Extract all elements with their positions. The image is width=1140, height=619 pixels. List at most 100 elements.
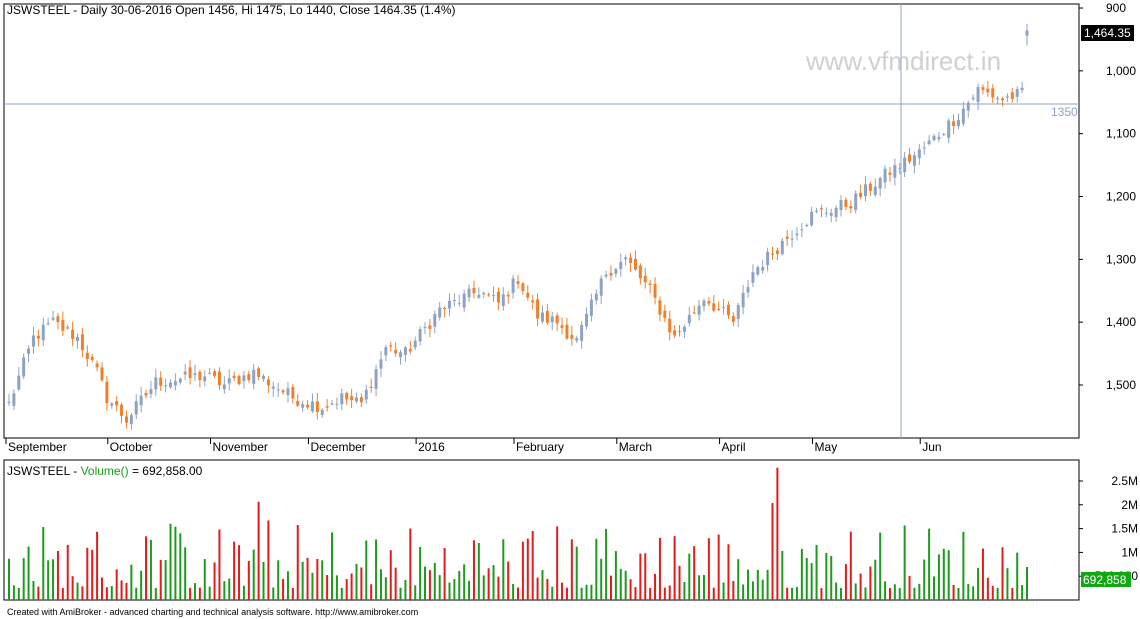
date-axis-label: October	[110, 440, 153, 454]
volume-bar	[531, 531, 534, 600]
volume-bar	[507, 561, 510, 600]
volume-bar	[453, 579, 456, 600]
candle-body	[800, 229, 804, 231]
volume-bar	[394, 567, 397, 600]
volume-bar	[154, 587, 157, 600]
volume-bar	[76, 582, 79, 600]
volume-bar	[340, 587, 343, 600]
volume-bar	[551, 586, 554, 600]
volume-bar	[526, 538, 529, 600]
candle-body	[996, 98, 1000, 100]
volume-bar	[203, 559, 206, 600]
volume-bar	[365, 540, 368, 600]
volume-bar	[942, 548, 945, 600]
volume-bar	[174, 526, 177, 600]
candle-body	[335, 403, 339, 405]
volume-bar	[771, 503, 774, 600]
volume-bar	[644, 553, 647, 600]
candle-body	[668, 318, 672, 333]
candle-body	[673, 330, 677, 336]
volume-bar	[189, 587, 192, 600]
candle-body	[27, 348, 31, 354]
candle-body	[467, 288, 471, 298]
volume-bar	[130, 564, 133, 600]
candle-body	[555, 315, 559, 324]
candle-body	[722, 307, 726, 309]
volume-bar	[986, 577, 989, 600]
volume-bar	[228, 578, 231, 600]
horizontal-line-value: 1350	[1051, 105, 1078, 119]
candle-body	[247, 374, 251, 381]
candle-body	[663, 310, 667, 319]
volume-bar	[472, 540, 475, 600]
volume-bar	[497, 576, 500, 600]
candle-body	[384, 347, 388, 356]
volume-bar	[443, 547, 446, 600]
volume-bar	[546, 578, 549, 600]
volume-bar	[668, 585, 671, 600]
candle-body	[139, 395, 143, 406]
volume-bar	[149, 539, 152, 600]
volume-bar	[663, 587, 666, 600]
candle-body	[129, 415, 133, 425]
candle-body	[961, 108, 965, 124]
candle-body	[291, 386, 295, 399]
candle-body	[325, 406, 329, 408]
volume-bar	[81, 586, 84, 600]
volume-bar	[844, 564, 847, 600]
volume-bar	[923, 559, 926, 600]
volume-bar	[590, 584, 593, 600]
volume-bar	[947, 550, 950, 600]
candle-body	[271, 386, 275, 389]
volume-bar	[115, 569, 118, 600]
candle-body	[766, 251, 770, 266]
volume-bar	[639, 553, 642, 600]
volume-bar	[898, 588, 901, 600]
candle-body	[824, 212, 828, 214]
candle-body	[379, 359, 383, 369]
volume-bar	[820, 588, 823, 600]
volume-bar	[213, 562, 216, 600]
candle-body	[756, 267, 760, 275]
date-axis-label: December	[310, 440, 365, 454]
volume-bar	[933, 576, 936, 600]
candle-body	[937, 136, 941, 140]
candle-body	[330, 403, 334, 405]
volume-bar	[428, 570, 431, 600]
candle-body	[609, 273, 613, 276]
volume-bar	[169, 523, 172, 600]
volume-bar	[849, 531, 852, 600]
candle-body	[345, 393, 349, 400]
candle-body	[761, 267, 765, 271]
volume-panel-title: JSWSTEEL - Volume() = 692,858.00	[7, 464, 203, 478]
candle-body	[41, 324, 45, 341]
volume-bar	[840, 587, 843, 600]
price-axis: 1,500 1,400 1,300 1,200 1,100 1,000 900	[1079, 1, 1136, 392]
price-panel[interactable]	[3, 3, 1080, 439]
candle-body	[76, 336, 80, 342]
footer-credit: Created with AmiBroker - advanced charti…	[7, 607, 418, 617]
candle-body	[281, 390, 285, 393]
volume-bar	[624, 570, 627, 600]
candle-body	[423, 326, 427, 328]
volume-bar	[688, 553, 691, 600]
last-volume-badge	[1081, 572, 1131, 587]
volume-bar	[233, 541, 236, 600]
volume-bar	[375, 539, 378, 600]
volume-bar	[722, 582, 725, 600]
volume-bar	[595, 538, 598, 600]
candle-body	[90, 356, 94, 360]
volume-bar	[800, 548, 803, 600]
candle-body	[1020, 87, 1024, 91]
candle-body	[702, 300, 706, 307]
volume-bar	[22, 558, 25, 600]
candle-body	[682, 326, 686, 332]
candle-body	[85, 352, 89, 360]
candle-body	[511, 278, 515, 293]
volume-bar	[619, 568, 622, 600]
volume-bar	[458, 570, 461, 600]
date-axis-label: April	[722, 440, 746, 454]
candle-body	[795, 233, 799, 236]
